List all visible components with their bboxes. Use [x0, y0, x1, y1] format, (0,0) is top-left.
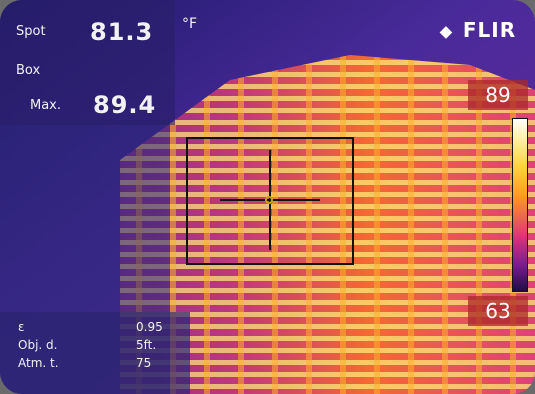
spot-label: Spot — [16, 24, 46, 39]
emissivity-label: ε — [18, 320, 25, 334]
temperature-unit: °F — [182, 16, 198, 32]
emissivity-value: 0.95 — [136, 320, 163, 334]
spot-marker[interactable] — [265, 196, 273, 204]
parameters-panel: ε 0.95 Obj. d. 5ft. Atm. t. 75 — [18, 320, 188, 386]
spot-temperature: 81.3 — [90, 18, 154, 46]
scale-min-value: 63 — [468, 296, 528, 326]
color-scale-bar — [512, 118, 528, 292]
box-max-temperature: 89.4 — [93, 91, 157, 119]
atmospheric-temp-value: 75 — [136, 356, 152, 370]
frame-pattern — [120, 55, 535, 394]
box-label: Box — [16, 63, 41, 78]
flir-diamond-icon: ⬥ — [440, 22, 453, 42]
atmospheric-temp-label: Atm. t. — [18, 356, 59, 370]
top-left-panel — [0, 0, 175, 125]
measurement-box[interactable] — [186, 137, 354, 265]
scale-max-value: 89 — [468, 80, 528, 110]
object-distance-value: 5ft. — [136, 338, 157, 352]
params-panel — [0, 312, 190, 394]
flir-logo: ⬥ FLIR — [440, 18, 516, 42]
object-distance-label: Obj. d. — [18, 338, 58, 352]
box-max-label: Max. — [30, 98, 62, 113]
flir-logo-text: FLIR — [462, 18, 517, 42]
